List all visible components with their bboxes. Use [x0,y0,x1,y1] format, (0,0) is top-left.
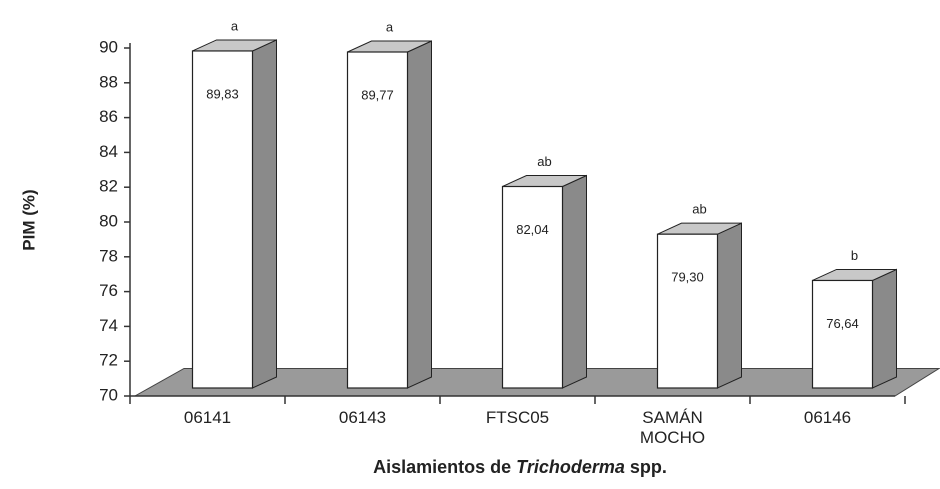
y-tick-label: 72 [99,351,118,370]
x-axis-label: Aislamientos de Trichoderma spp. [373,457,667,477]
x-tick-label: 06143 [338,408,387,427]
bar-side [717,222,742,389]
y-tick-label: 84 [99,142,118,161]
y-tick-label: 88 [99,72,118,91]
x-label-part: Trichoderma [516,457,625,477]
bar [501,185,564,389]
y-tick-label: 76 [99,281,118,300]
x-tick-label: FTSC05 [485,408,550,427]
value-label: 79,30 [671,270,704,285]
annotation: a [231,18,239,33]
annotation: ab [692,202,706,217]
y-tick-label: 82 [99,177,118,196]
y-tick-label: 74 [99,316,118,335]
x-label-part: Aislamientos de [373,457,511,477]
y-tick-label: 90 [99,37,118,56]
y-tick-label: 70 [99,385,118,404]
bar-side [252,39,277,389]
bar-side [562,174,587,389]
x-label-part: spp. [630,457,667,477]
bar [191,50,254,389]
x-tick-label: 06141 [183,408,232,427]
value-label: 89,83 [206,86,239,101]
bar-side [407,40,432,389]
annotation: a [386,19,394,34]
bar [656,233,719,389]
bar [346,51,409,389]
y-tick-label: 86 [99,107,118,126]
value-label: 89,77 [361,87,394,102]
y-tick-label: 78 [99,246,118,265]
x-tick-label: SAMÁN MOCHO [639,408,706,447]
annotation: b [851,248,858,263]
x-tick-label: 06146 [803,408,852,427]
value-label: 82,04 [516,222,549,237]
annotation: ab [537,154,551,169]
bar-side [872,268,897,389]
y-tick-label: 80 [99,211,118,230]
bar [811,279,874,389]
value-label: 76,64 [826,316,859,331]
y-axis-label: PIM (%) [19,189,38,250]
